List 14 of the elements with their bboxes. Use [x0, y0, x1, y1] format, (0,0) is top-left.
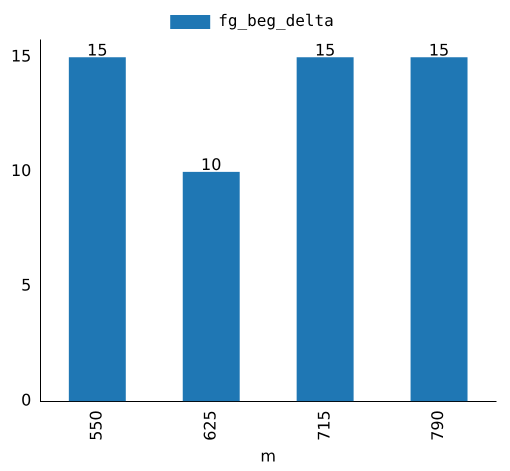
data-label: 15 — [428, 40, 450, 60]
x-axis-title: m — [260, 446, 276, 466]
legend-label: fg_beg_delta — [218, 11, 334, 30]
y-tick-label: 5 — [21, 276, 32, 295]
y-tick-label: 15 — [11, 46, 32, 66]
y-tick-label: 10 — [11, 161, 32, 180]
x-tick-label: 790 — [428, 410, 448, 441]
x-tick-label: 625 — [200, 410, 220, 441]
data-label: 10 — [201, 155, 222, 174]
x-tick-label: 550 — [86, 410, 106, 441]
x-tick-label: 715 — [314, 410, 334, 441]
data-label: 15 — [87, 40, 108, 60]
data-label: 15 — [314, 40, 336, 60]
y-tick-label: 0 — [21, 390, 32, 410]
